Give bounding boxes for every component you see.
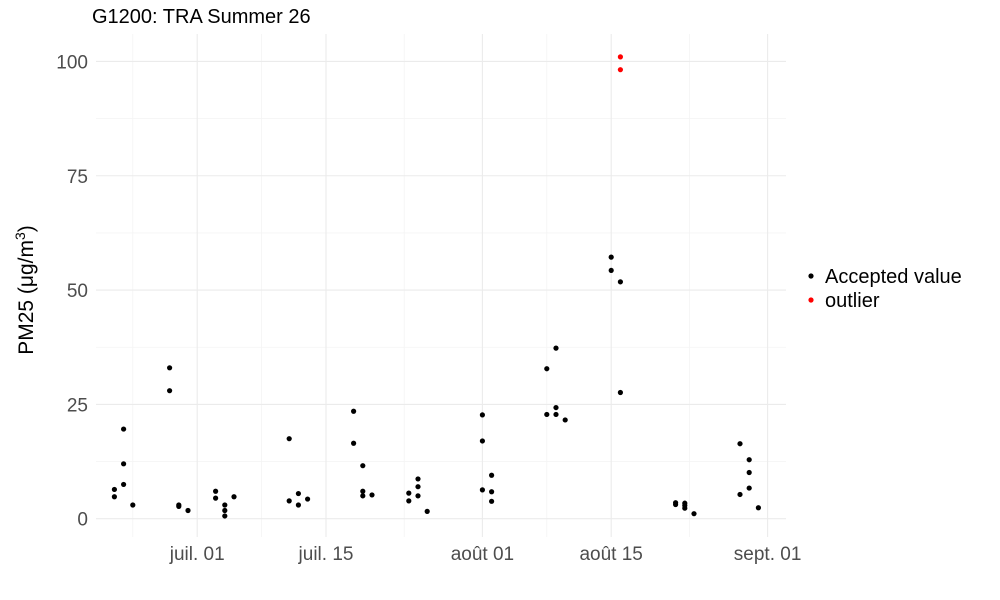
accepted-value-point xyxy=(553,404,559,411)
accepted-value-point xyxy=(295,502,301,508)
y-tick-label: 50 xyxy=(67,281,88,302)
accepted-value-point xyxy=(479,438,485,444)
accepted-value-point xyxy=(406,490,412,496)
accepted-value-point xyxy=(617,279,624,285)
accepted-value-point xyxy=(415,493,421,499)
accepted-value-point xyxy=(121,481,127,488)
y-axis-ticks: 0 25 50 75 100 xyxy=(56,52,88,530)
x-tick-label: juil. 01 xyxy=(169,544,225,565)
x-tick-label: juil. 15 xyxy=(298,544,354,565)
outlier-point xyxy=(617,67,624,73)
x-axis-ticks: juil. 01 juil. 15 août 01 août 15 sept. 01 xyxy=(169,544,802,565)
legend-key-accepted-value xyxy=(808,273,814,279)
accepted-value-point xyxy=(351,440,357,446)
legend-label-outlier: outlier xyxy=(825,290,880,312)
accepted-value-point xyxy=(562,417,568,423)
legend-key-outlier xyxy=(808,297,814,303)
y-tick-label: 75 xyxy=(67,167,88,188)
accepted-value-point xyxy=(360,488,366,494)
accepted-value-point xyxy=(489,489,495,495)
accepted-value-point xyxy=(755,505,762,511)
accepted-value-point xyxy=(673,501,679,508)
accepted-value-point xyxy=(489,472,495,478)
accepted-value-point xyxy=(176,503,182,509)
y-tick-label: 25 xyxy=(67,395,88,416)
accepted-value-point xyxy=(544,366,550,372)
accepted-value-point xyxy=(682,502,688,509)
accepted-value-point xyxy=(746,457,752,463)
accepted-value-point xyxy=(544,411,550,418)
accepted-value-point xyxy=(222,502,228,508)
grid xyxy=(96,34,786,537)
accepted-value-point xyxy=(213,488,219,494)
accepted-value-point xyxy=(424,508,430,514)
accepted-value-point xyxy=(111,494,117,500)
accepted-value-point xyxy=(415,476,421,482)
accepted-value-point xyxy=(130,502,136,508)
x-tick-label: août 15 xyxy=(579,544,642,565)
accepted-value-point xyxy=(746,485,752,491)
accepted-value-point xyxy=(167,388,173,394)
accepted-value-point xyxy=(305,496,311,502)
accepted-value-point xyxy=(617,389,624,396)
accepted-value-point xyxy=(553,411,559,418)
accepted-value-point xyxy=(415,484,421,490)
accepted-value-point xyxy=(406,498,412,504)
accepted-value-point xyxy=(121,426,127,432)
accepted-value-point xyxy=(489,498,495,504)
accepted-value-point xyxy=(222,507,228,514)
chart-title: G1200: TRA Summer 26 xyxy=(92,6,311,28)
data-points xyxy=(111,54,762,519)
accepted-value-point xyxy=(185,507,191,514)
y-tick-label: 0 xyxy=(77,510,88,531)
accepted-value-point xyxy=(746,469,752,476)
accepted-value-point xyxy=(286,498,292,504)
accepted-value-point xyxy=(737,491,743,498)
accepted-value-point xyxy=(553,345,559,351)
accepted-value-point xyxy=(691,511,697,517)
y-axis-title: PM25 (μg/m3) xyxy=(12,225,38,355)
accepted-value-point xyxy=(351,408,357,414)
accepted-value-point xyxy=(231,494,237,500)
x-tick-label: août 01 xyxy=(451,544,514,565)
accepted-value-point xyxy=(295,490,301,497)
accepted-value-point xyxy=(360,463,366,469)
y-tick-label: 100 xyxy=(56,52,88,73)
legend-label-accepted-value: Accepted value xyxy=(825,266,962,288)
accepted-value-point xyxy=(369,492,375,498)
accepted-value-point xyxy=(167,365,173,371)
accepted-value-point xyxy=(360,493,366,499)
accepted-value-point xyxy=(608,254,614,260)
accepted-value-point xyxy=(608,267,614,274)
accepted-value-point xyxy=(213,495,219,501)
accepted-value-point xyxy=(286,436,292,442)
accepted-value-point xyxy=(222,513,228,519)
accepted-value-point xyxy=(737,441,743,447)
outlier-point xyxy=(617,54,624,60)
accepted-value-point xyxy=(111,486,117,493)
x-tick-label: sept. 01 xyxy=(734,544,802,565)
accepted-value-point xyxy=(121,461,127,467)
accepted-value-point xyxy=(479,487,485,493)
accepted-value-point xyxy=(479,412,485,418)
